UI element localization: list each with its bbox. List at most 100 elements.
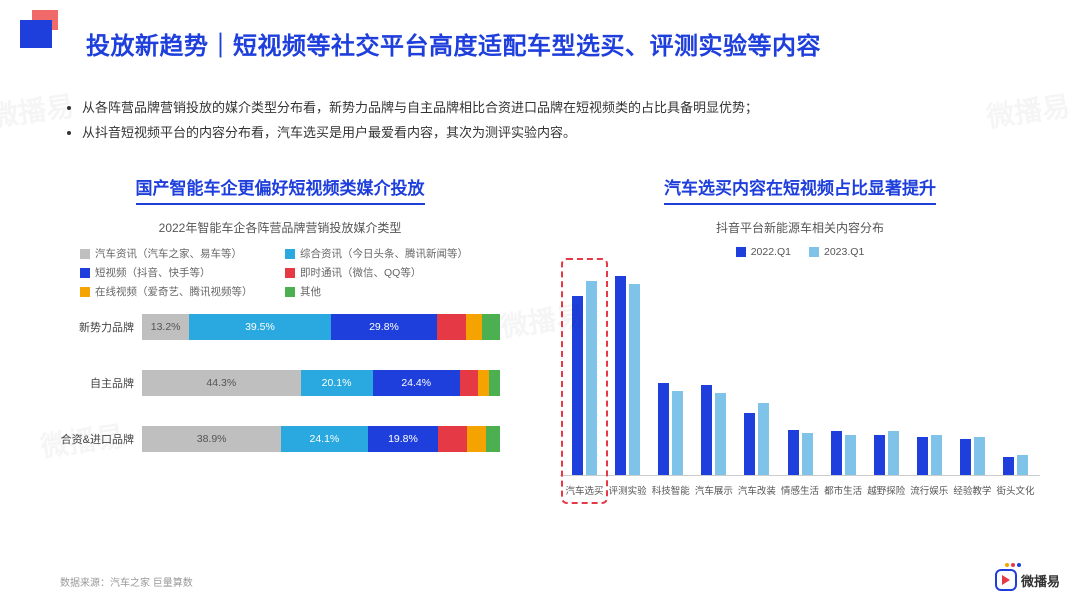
legend-swatch (80, 287, 90, 297)
column-bar (1003, 457, 1014, 475)
stacked-bar-row: 合资&进口品牌38.9%24.1%19.8% (60, 425, 500, 453)
legend-item: 2022.Q1 (736, 246, 791, 258)
left-sub-title: 2022年智能车企各阵营品牌营销投放媒介类型 (60, 219, 500, 236)
logo-text: 微播易 (1021, 571, 1060, 590)
bullet-list: 从各阵营品牌营销投放的媒介类型分布看，新势力品牌与自主品牌相比合资进口品牌在短视… (60, 96, 1040, 145)
bar-segment: 20.1% (301, 370, 373, 396)
column-bar (672, 391, 683, 475)
legend-item: 综合资讯（今日头条、腾讯新闻等） (285, 246, 480, 261)
legend-swatch (285, 287, 295, 297)
legend-item: 短视频（抖音、快手等） (80, 265, 275, 280)
column-bar (701, 385, 712, 475)
stacked-bar-row: 自主品牌44.3%20.1%24.4% (60, 369, 500, 397)
left-section-title: 国产智能车企更偏好短视频类媒介投放 (136, 174, 425, 205)
legend-swatch (285, 268, 295, 278)
legend-swatch (285, 249, 295, 259)
left-panel: 国产智能车企更偏好短视频类媒介投放 2022年智能车企各阵营品牌营销投放媒介类型… (60, 174, 500, 481)
legend-label: 在线视频（爱奇艺、腾讯视频等） (95, 284, 253, 299)
category-label: 街头文化 (996, 483, 1034, 497)
bar-segment: 24.4% (373, 370, 460, 396)
legend-item: 2023.Q1 (809, 246, 864, 258)
bullet-item: 从抖音短视频平台的内容分布看，汽车选买是用户最爱看内容，其次为测评实验内容。 (82, 121, 1040, 146)
row-label: 自主品牌 (60, 375, 142, 391)
bar-segment: 39.5% (189, 314, 330, 340)
column-bar (758, 403, 769, 475)
legend-item: 其他 (285, 284, 480, 299)
column-bar (917, 437, 928, 475)
column-group: 街头文化 (997, 266, 1034, 475)
column-group: 都市生活 (825, 266, 862, 475)
legend-label: 2023.Q1 (824, 246, 864, 258)
legend-label: 其他 (300, 284, 321, 299)
legend-swatch (80, 249, 90, 259)
category-label: 都市生活 (824, 483, 862, 497)
legend-label: 即时通讯（微信、QQ等） (300, 265, 421, 280)
category-label: 科技智能 (652, 483, 690, 497)
bar-segment (486, 426, 500, 452)
page-title: 投放新趋势｜短视频等社交平台高度适配车型选买、评测实验等内容 (86, 26, 821, 61)
stacked-bar: 44.3%20.1%24.4% (142, 370, 500, 396)
bar-segment: 24.1% (281, 426, 367, 452)
bar-segment (478, 370, 489, 396)
column-bar (715, 393, 726, 475)
row-label: 合资&进口品牌 (60, 431, 142, 447)
right-section-title: 汽车选买内容在短视频占比显著提升 (664, 174, 936, 205)
column-group: 评测实验 (609, 266, 646, 475)
column-group: 情感生活 (781, 266, 818, 475)
play-icon (995, 569, 1017, 591)
category-label: 汽车改装 (738, 483, 776, 497)
bar-segment: 13.2% (142, 314, 189, 340)
corner-accent (20, 10, 68, 48)
bar-segment: 38.9% (142, 426, 281, 452)
column-group: 流行娱乐 (911, 266, 948, 475)
column-bar (615, 276, 626, 475)
column-bar (629, 284, 640, 475)
category-label: 情感生活 (781, 483, 819, 497)
legend-label: 汽车资讯（汽车之家、易车等） (95, 246, 242, 261)
right-legend: 2022.Q1 2023.Q1 (560, 246, 1040, 258)
brand-logo: 微播易 (995, 569, 1060, 591)
legend-swatch (809, 247, 819, 257)
column-bar (888, 431, 899, 475)
stacked-bar-row: 新势力品牌13.2%39.5%29.8% (60, 313, 500, 341)
column-bar (788, 430, 799, 475)
column-bar (831, 431, 842, 475)
category-label: 经验教学 (953, 483, 991, 497)
bar-segment: 29.8% (331, 314, 438, 340)
column-bar (572, 296, 583, 475)
row-label: 新势力品牌 (60, 319, 142, 335)
legend-item: 在线视频（爱奇艺、腾讯视频等） (80, 284, 275, 299)
legend-item: 汽车资讯（汽车之家、易车等） (80, 246, 275, 261)
column-group: 汽车展示 (695, 266, 732, 475)
column-bar (586, 281, 597, 475)
right-column-chart: 2022.Q12023.Q1 汽车选买评测实验科技智能汽车展示汽车改装情感生活都… (560, 246, 1040, 506)
bar-segment: 44.3% (142, 370, 301, 396)
category-label: 越野探险 (867, 483, 905, 497)
category-label: 评测实验 (609, 483, 647, 497)
column-group: 汽车改装 (738, 266, 775, 475)
right-sub-title: 抖音平台新能源车相关内容分布 (560, 219, 1040, 236)
bar-segment: 19.8% (368, 426, 439, 452)
column-bar (744, 413, 755, 475)
legend-item: 即时通讯（微信、QQ等） (285, 265, 480, 280)
right-panel: 汽车选买内容在短视频占比显著提升 抖音平台新能源车相关内容分布 2022.Q12… (560, 174, 1040, 506)
column-group: 经验教学 (954, 266, 991, 475)
stacked-bar: 38.9%24.1%19.8% (142, 426, 500, 452)
bar-segment (438, 426, 467, 452)
column-bar (960, 439, 971, 475)
legend-swatch (736, 247, 746, 257)
column-bar (931, 435, 942, 475)
legend-swatch (80, 268, 90, 278)
category-label: 汽车展示 (695, 483, 733, 497)
column-bar (1017, 455, 1028, 475)
legend-label: 短视频（抖音、快手等） (95, 265, 211, 280)
bar-segment (489, 370, 500, 396)
column-bar (658, 383, 669, 475)
legend-label: 2022.Q1 (751, 246, 791, 258)
left-legend: 汽车资讯（汽车之家、易车等） 综合资讯（今日头条、腾讯新闻等） 短视频（抖音、快手等… (80, 246, 480, 299)
category-label: 流行娱乐 (910, 483, 948, 497)
bullet-item: 从各阵营品牌营销投放的媒介类型分布看，新势力品牌与自主品牌相比合资进口品牌在短视… (82, 96, 1040, 121)
data-source: 数据来源：汽车之家 巨量算数 (60, 574, 193, 589)
column-bar (974, 437, 985, 475)
column-group: 科技智能 (652, 266, 689, 475)
